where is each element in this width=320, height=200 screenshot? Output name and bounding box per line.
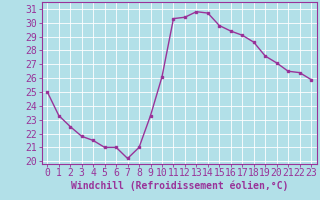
X-axis label: Windchill (Refroidissement éolien,°C): Windchill (Refroidissement éolien,°C) [70, 181, 288, 191]
